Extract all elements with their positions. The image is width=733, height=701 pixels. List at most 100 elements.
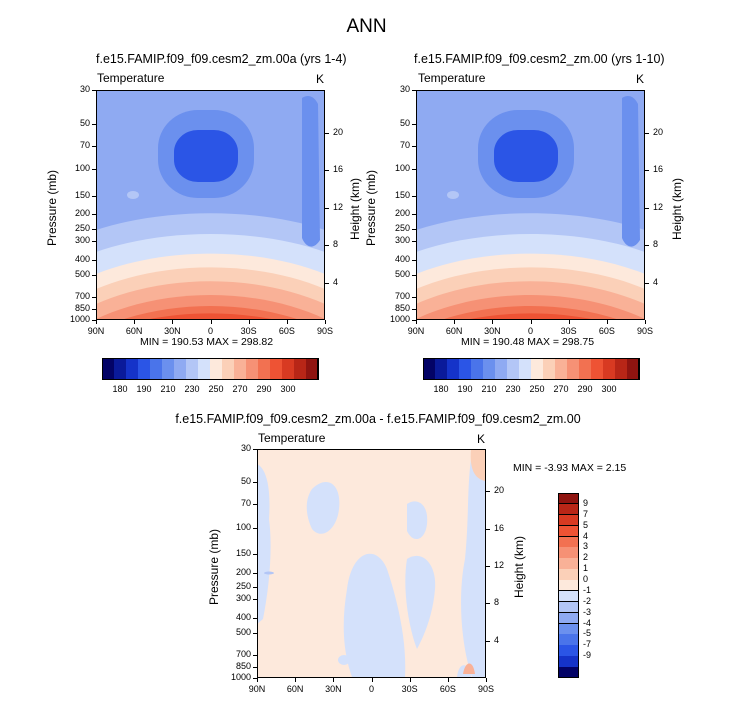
panel-2-units: K: [636, 72, 645, 86]
y-tick-label: 30: [399, 84, 410, 94]
panel-1-units: K: [316, 72, 325, 86]
panel-1-frame: [96, 90, 325, 320]
y-right-tick-mark: [486, 528, 490, 530]
colorbar-label: -2: [583, 595, 592, 606]
y-tick-mark: [412, 145, 416, 147]
contour-neg-region: [338, 655, 350, 665]
x-tick-label: 90N: [407, 326, 425, 336]
y-tick-label: 850: [235, 661, 251, 672]
y-tick-label: 500: [235, 626, 251, 637]
colorbar-label: 9: [583, 497, 589, 508]
x-tick-label: 90N: [248, 684, 266, 694]
x-tick-label: 0: [527, 326, 533, 336]
x-tick-label: 0: [368, 684, 374, 694]
x-tick-mark: [96, 320, 97, 324]
colorbar-swatch: [558, 493, 579, 505]
colorbar-label: -3: [583, 606, 592, 617]
y-tick-mark: [253, 587, 257, 589]
x-tick-label: 30N: [325, 684, 342, 694]
contour-neg-region: [407, 501, 428, 540]
y-tick-mark: [92, 90, 96, 91]
contour-band-280: [96, 306, 325, 320]
colorbar-swatch: [306, 358, 319, 380]
colorbar-swatch: [558, 634, 579, 646]
contour-neg-region: [343, 553, 406, 677]
y-tick-label: 400: [74, 253, 90, 264]
x-tick-label: 60N: [445, 326, 463, 336]
colorbar-swatch: [558, 590, 579, 603]
y-right-tick-mark: [645, 245, 649, 247]
y-right-tick-mark: [325, 282, 329, 284]
figure-title: ANN: [346, 16, 387, 37]
contour-band-285: [416, 313, 645, 320]
y-right-tick-mark: [325, 132, 329, 134]
contour-south-polar: [302, 96, 320, 247]
y-right-tick-label: 8: [494, 597, 500, 608]
contour-pos-region: [463, 663, 475, 674]
y-right-tick-label: 12: [494, 560, 505, 571]
colorbar-label: 300: [280, 384, 296, 394]
y-tick-mark: [92, 229, 96, 231]
panel-2-frame: [416, 90, 645, 320]
y-tick-mark: [412, 214, 416, 216]
y-tick-label: 250: [394, 223, 410, 234]
y-tick-mark: [253, 504, 257, 506]
y-tick-mark: [92, 241, 96, 243]
panel-3-variable-label: Temperature: [258, 431, 326, 445]
contour-blob: [127, 191, 139, 199]
y-tick-label: 70: [399, 139, 410, 150]
y-tick-label: 100: [74, 162, 90, 173]
colorbar-label: 1: [583, 563, 589, 574]
colorbar-swatch: [558, 536, 579, 548]
y-right-tick-label: 4: [653, 276, 659, 287]
y-tick-label: 200: [235, 566, 251, 577]
y-tick-label: 70: [79, 139, 90, 150]
y-tick-label: 300: [394, 235, 410, 246]
x-tick-label: 30S: [560, 326, 577, 336]
y-tick-mark: [412, 274, 416, 276]
panel-1-variable-label: Temperature: [97, 71, 165, 85]
y-tick-label: 50: [399, 117, 410, 128]
colorbar-label: 290: [256, 384, 272, 394]
x-tick-mark: [416, 320, 417, 324]
panel-3-contours: [257, 449, 486, 678]
colorbar-label: 270: [232, 384, 248, 394]
colorbar-swatch: [558, 514, 579, 527]
y-tick-mark: [92, 195, 96, 197]
colorbar-swatch: [627, 358, 640, 380]
contour-neg-region: [306, 481, 340, 534]
y-tick-label: 200: [74, 208, 90, 219]
x-tick-mark: [606, 320, 608, 324]
x-tick-label: 90S: [477, 684, 494, 694]
y-tick-label: 70: [240, 498, 251, 509]
x-tick-label: 60S: [598, 326, 615, 336]
y-tick-label: 700: [74, 290, 90, 301]
x-tick-mark: [568, 320, 570, 324]
x-tick-mark: [492, 320, 494, 324]
colorbar-label: 270: [553, 384, 569, 394]
y-right-tick-label: 20: [333, 126, 344, 137]
y-tick-label: 500: [74, 268, 90, 279]
colorbar-swatch: [558, 547, 579, 559]
colorbar-swatch: [558, 656, 579, 668]
colorbar-swatch: [558, 558, 579, 570]
colorbar-label: 230: [184, 384, 200, 394]
y-tick-mark: [253, 599, 257, 601]
x-tick-mark: [257, 678, 258, 682]
contour-cold-core-inner: [174, 130, 238, 182]
contour-cold-core-inner: [494, 130, 558, 182]
y-right-tick-mark: [486, 640, 490, 642]
y-right-tick-label: 16: [333, 164, 344, 175]
y-tick-label: 400: [394, 253, 410, 264]
y-tick-mark: [253, 572, 257, 574]
y-tick-mark: [92, 309, 96, 311]
y-tick-mark: [92, 320, 96, 321]
panel-2-plot: [416, 90, 645, 320]
x-tick-label: 30N: [484, 326, 501, 336]
colorbar-label: 3: [583, 541, 589, 552]
x-tick-mark: [172, 320, 174, 324]
x-tick-mark: [286, 320, 288, 324]
panel-2-title: f.e15.FAMIP.f09_f09.cesm2_zm.00 (yrs 1-1…: [414, 52, 665, 66]
colorbar-frame: [423, 358, 639, 380]
contour-neg-region: [405, 555, 436, 649]
